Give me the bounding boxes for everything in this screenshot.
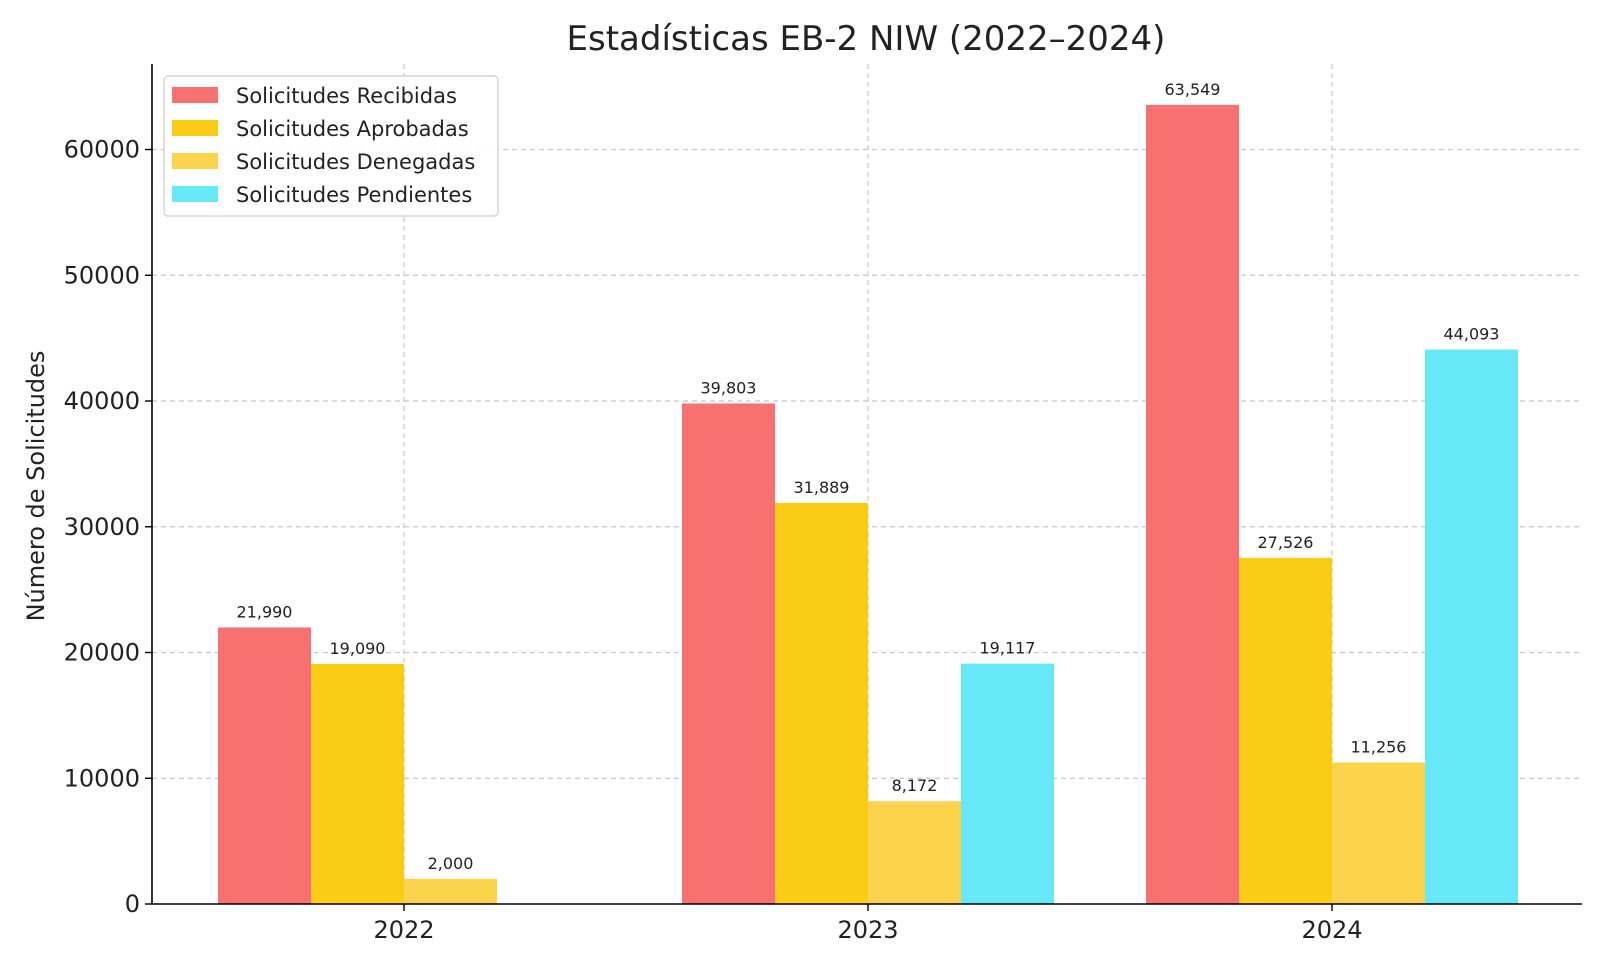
bar [868,801,961,904]
ticks: 0 10000 20000 30000 40000 50000 60000 2022 2023 2… [64,136,1363,944]
data-label: 27,526 [1258,533,1314,552]
bar [1239,557,1332,904]
data-label: 39,803 [701,378,757,397]
axes [151,64,1582,905]
legend-label: Solicitudes Recibidas [236,84,457,108]
data-label: 31,889 [794,478,850,497]
data-label: 63,549 [1165,80,1221,99]
legend-swatch [172,87,218,103]
y-tick-label: 60000 [64,136,140,164]
bar [682,403,775,904]
data-label: 11,256 [1351,737,1407,756]
bars [218,104,1518,905]
data-label: 8,172 [892,776,938,795]
y-tick-label: 10000 [64,764,140,792]
legend-box [163,75,499,217]
legend-label: Solicitudes Denegadas [236,150,475,174]
bar [775,503,868,904]
data-labels: 21,990 39,803 63,549 19,090 31,889 27,526 2,00… [237,80,1500,873]
bar [404,878,497,904]
data-label: 21,990 [237,602,293,621]
y-tick-label: 0 [125,890,140,918]
legend-label: Solicitudes Aprobadas [236,117,469,141]
data-label: 19,090 [330,639,386,658]
legend-swatch [172,186,218,202]
bar [1425,349,1518,905]
data-label: 44,093 [1444,325,1500,344]
bar [961,663,1054,904]
bar [1332,762,1425,904]
bar [218,627,311,904]
x-tick-label: 2024 [1301,916,1362,944]
y-tick-label: 50000 [64,261,140,289]
legend: Solicitudes Recibidas Solicitudes Aprobad… [163,75,499,217]
y-tick-label: 40000 [64,387,140,415]
bar [1146,104,1239,904]
legend-label: Solicitudes Pendientes [236,183,472,207]
legend-swatch [172,153,218,169]
legend-swatch [172,120,218,136]
data-label: 19,117 [980,639,1036,658]
y-tick-label: 20000 [64,639,140,667]
data-label: 2,000 [428,854,474,873]
x-tick-label: 2023 [837,916,898,944]
y-axis-label: Número de Solicitudes [22,351,50,622]
chart-title: Estadísticas EB-2 NIW (2022–2024) [567,19,1166,59]
x-tick-label: 2022 [373,916,434,944]
y-tick-label: 30000 [64,513,140,541]
bar [311,663,404,904]
